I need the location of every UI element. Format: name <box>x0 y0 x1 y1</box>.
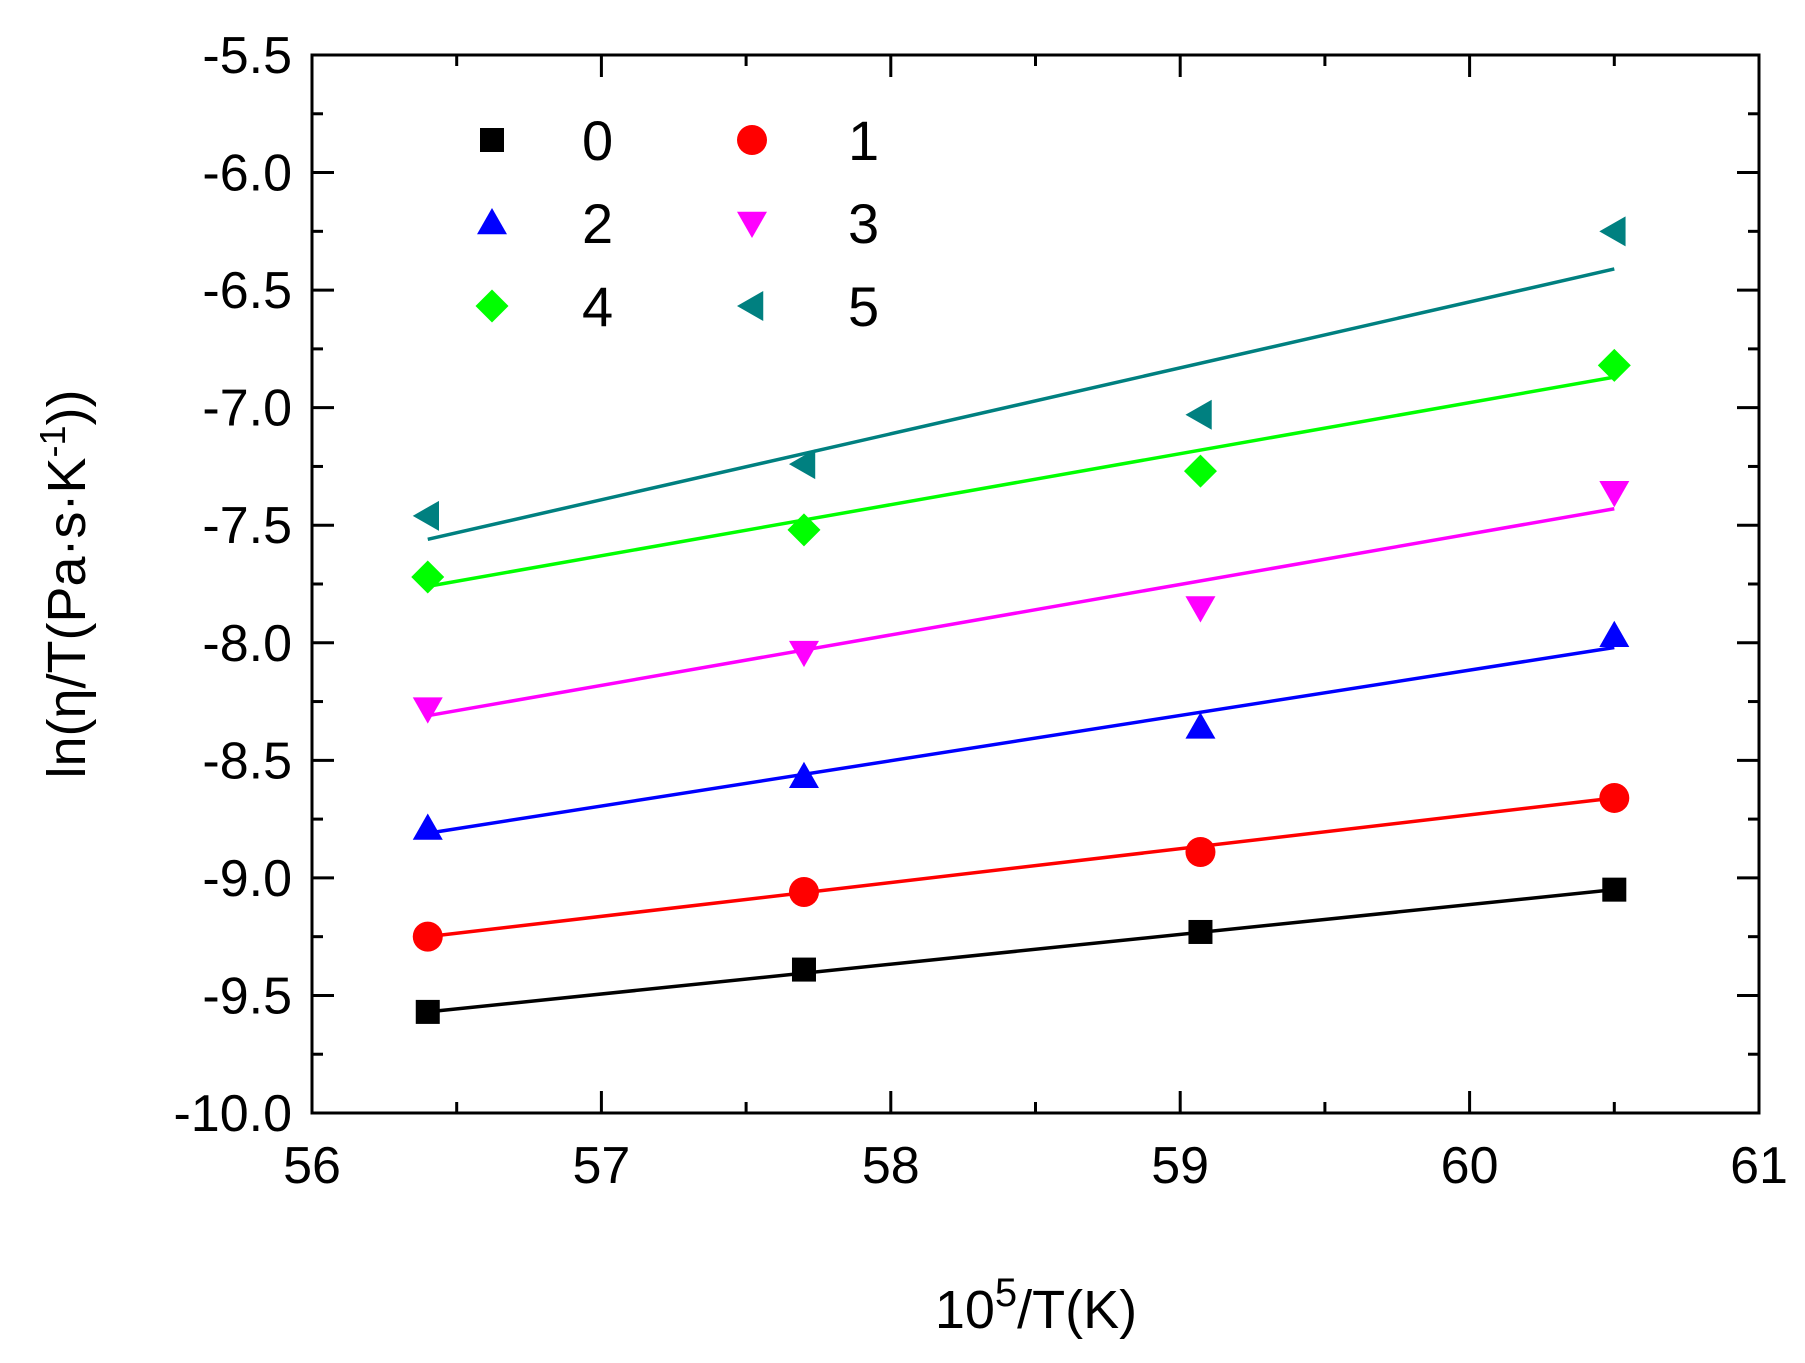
legend-label-series-3: 3 <box>848 192 879 255</box>
legend-label-series-1: 1 <box>848 109 879 172</box>
data-point-series-3 <box>412 697 443 724</box>
y-axis-title-sup: -1 <box>32 425 73 457</box>
y-axis-title: ln(η/T(Pa·s·K-1)) <box>32 389 97 778</box>
y-tick-label: -9.5 <box>202 967 292 1025</box>
x-tick-label: 60 <box>1441 1137 1499 1195</box>
data-point-series-4 <box>411 560 445 594</box>
data-point-series-3 <box>788 640 819 668</box>
data-point-series-5 <box>1599 216 1626 247</box>
x-axis-title: 105/T(K) <box>935 1271 1137 1340</box>
legend-marker-series-2 <box>477 208 507 235</box>
x-tick-label: 57 <box>572 1137 630 1195</box>
data-point-series-2 <box>788 761 819 789</box>
y-tick-label: -6.0 <box>202 145 292 203</box>
legend-label-series-2: 2 <box>582 192 613 255</box>
legend-label-series-5: 5 <box>848 275 879 338</box>
data-point-series-4 <box>787 513 821 547</box>
y-tick-label: -6.5 <box>202 262 292 320</box>
data-point-series-5 <box>788 449 816 480</box>
data-point-series-1 <box>1185 837 1216 868</box>
x-tick-label: 61 <box>1730 1137 1788 1195</box>
x-tick-label: 56 <box>283 1137 341 1195</box>
data-point-series-0 <box>1188 919 1213 944</box>
fit-line-series-2 <box>427 645 1615 835</box>
y-tick-label: -8.5 <box>202 732 292 790</box>
legend: 0 1 2 3 4 5 <box>475 109 879 338</box>
y-axis-title-post: )) <box>37 389 97 425</box>
fit-line-series-0 <box>427 887 1615 1014</box>
data-point-series-2 <box>412 813 443 840</box>
y-tick-label: -5.5 <box>202 27 292 85</box>
fit-line-series-1 <box>427 796 1615 939</box>
data-point-series-5 <box>412 500 440 531</box>
data-point-series-4 <box>1183 454 1217 488</box>
data-points <box>411 216 1631 1024</box>
y-tick-label: -9.0 <box>202 850 292 908</box>
axis-ticks: 56 57 58 59 60 61 -10.0 -9.5 -9.0 -8.5 -8.0 -7.5 -7.… <box>173 27 1787 1195</box>
legend-label-series-4: 4 <box>582 275 613 338</box>
x-axis-title-sup: 5 <box>995 1271 1017 1315</box>
data-point-series-4 <box>1597 348 1631 382</box>
fit-lines <box>427 267 1615 1014</box>
data-point-series-0 <box>1602 877 1627 902</box>
data-point-series-2 <box>1185 712 1216 739</box>
legend-marker-series-5 <box>737 291 764 321</box>
y-tick-label: -7.0 <box>202 380 292 438</box>
legend-marker-series-0 <box>480 128 504 152</box>
data-point-series-1 <box>1599 782 1630 813</box>
y-tick-label: -10.0 <box>173 1085 292 1143</box>
fit-line-series-5 <box>427 267 1615 542</box>
x-axis-title-base: 10 <box>935 1280 995 1340</box>
y-tick-label: -8.0 <box>202 615 292 673</box>
x-axis-title-rest: /T(K) <box>1017 1280 1137 1340</box>
legend-marker-series-1 <box>737 125 767 155</box>
data-point-series-0 <box>415 999 440 1024</box>
data-point-series-5 <box>1185 399 1212 430</box>
fit-line-series-3 <box>427 507 1615 718</box>
data-point-series-1 <box>788 876 819 907</box>
y-axis-title-pre: ln(η/T(Pa·s·K <box>37 457 97 778</box>
legend-marker-series-3 <box>737 211 767 238</box>
data-point-series-3 <box>1599 481 1630 508</box>
data-point-series-0 <box>791 957 816 982</box>
plot-frame <box>310 53 1761 1115</box>
data-point-series-1 <box>412 921 443 952</box>
data-point-series-2 <box>1599 620 1630 647</box>
legend-marker-series-4 <box>475 289 509 323</box>
x-tick-label: 58 <box>862 1137 920 1195</box>
fit-line-series-4 <box>427 375 1615 589</box>
y-tick-label: -7.5 <box>202 497 292 555</box>
data-point-series-3 <box>1185 596 1216 623</box>
x-tick-label: 59 <box>1151 1137 1209 1195</box>
legend-label-series-0: 0 <box>582 109 613 172</box>
